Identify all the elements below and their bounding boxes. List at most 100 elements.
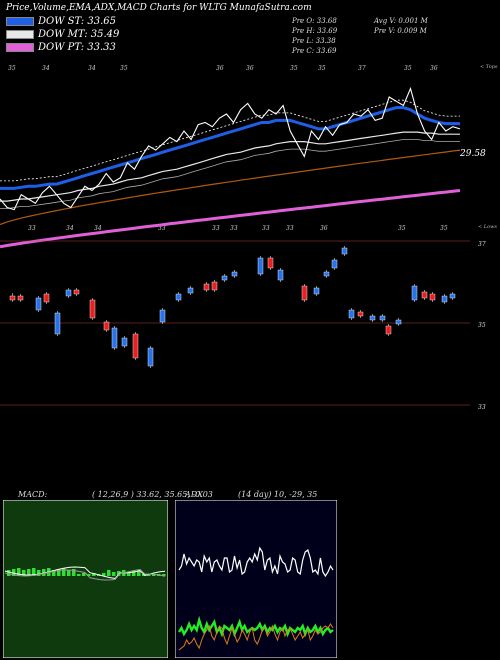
macd-hist-bar [152,574,156,576]
lows-label: < Lows [478,224,497,230]
macd-panel [3,500,168,658]
macd-hist-bar [32,568,36,576]
candle-body [429,293,436,301]
bottom-tick-label: 33 [230,225,238,232]
macd-hist-bar [72,569,76,576]
macd-label: MACD: [18,490,48,499]
candle-body [221,275,228,281]
macd-hist-bar [57,569,61,576]
top-tick-label: 34 [42,65,50,72]
adx-panel-bg [175,500,337,658]
minus-di-line [178,623,334,651]
ema-long-line [0,149,461,226]
candle-body [175,293,182,301]
macd-hist-bar [62,568,66,576]
adx-panel [175,500,337,658]
macd-hist-bar [102,573,106,576]
candle-body [341,247,348,255]
ema-short-dotted-line [0,99,460,182]
macd-hist-bar [12,569,16,576]
tops-label: < Tops [480,64,498,70]
legend-label-pt: DOW PT: 33.33 [38,42,116,53]
adx-params: (14 day) 10, -29, 35 [238,490,318,499]
legend-dow-st: DOW ST: 33.65 [6,16,116,27]
candle-body [323,271,330,277]
macd-hist-bar [17,568,21,576]
bottom-tick-labels: 33 34 34 33 33 33 33 33 36 35 35 [28,225,448,232]
candle-body [411,285,418,301]
legend-swatch-st [6,17,34,26]
candle-chart: 37 35 33 [0,240,486,411]
macd-hist-bar [127,572,131,576]
candle-body [395,319,402,325]
bottom-tick-label: 36 [320,225,328,232]
prev-close: Pre C: 33.69 [292,47,337,55]
top-tick-label: 35 [8,65,16,72]
candle-body [17,295,24,301]
macd-hist-bar [92,573,96,576]
bottom-tick-label: 33 [158,225,166,232]
adx-label: ADX [185,490,203,499]
bottom-tick-label: 33 [28,225,36,232]
prev-open: Pre O: 33.68 [292,17,337,25]
last-price-label: 29.58 [459,149,486,159]
bottom-tick-label: 33 [286,225,294,232]
macd-line [4,568,166,581]
macd-params: ( 12,26,9 ) 33.62, 35.65, -0.03 [92,490,213,499]
price-chart: 35 34 34 35 36 36 35 35 37 35 36 33 34 34 33 33 33 33 33 3… [0,64,498,249]
candle-body [421,291,428,299]
top-tick-label: 35 [404,65,412,72]
legend-label-mt: DOW MT: 35.49 [38,29,120,40]
candle-body [203,283,210,291]
top-tick-label: 37 [358,65,366,72]
ema-pt-line [0,189,461,249]
candle-body [65,289,72,297]
candle-body [187,287,194,294]
macd-hist-bar [142,574,146,576]
macd-hist-bar [162,574,166,576]
macd-hist-bar [137,570,141,576]
candle-body [132,333,139,359]
macd-hist-bar [77,574,81,576]
macd-signal-line [4,566,166,580]
legend-label-st: DOW ST: 33.65 [38,16,117,27]
candle-body [121,337,128,347]
candle-body [111,327,118,349]
candle-body [211,281,218,291]
candle-body [369,315,376,321]
candle-body [231,271,238,277]
bottom-tick-label: 34 [66,225,74,232]
prev-low: Pre L: 33.38 [292,37,336,45]
legend-dow-mt: DOW MT: 35.49 [6,29,119,40]
candles [9,246,456,368]
axis-label-33: 33 [478,404,486,411]
plus-di-line [177,615,334,638]
macd-hist-bar [147,574,151,576]
chart-title: Price,Volume,EMA,ADX,MACD Charts for WLT… [6,3,312,13]
macd-hist-bar [42,569,46,576]
top-tick-label: 35 [290,65,298,72]
legend-dow-pt: DOW PT: 33.33 [6,42,116,53]
bottom-tick-label: 33 [212,225,220,232]
macd-panel-bg [3,500,168,658]
candle-body [43,293,50,303]
top-tick-label: 35 [120,65,128,72]
macd-hist-bar [52,570,56,576]
candle-body [348,309,355,319]
candle-body [54,312,61,335]
candle-body [257,257,264,275]
candle-body [103,321,110,331]
candle-body [147,347,154,367]
price-series [0,86,461,249]
candle-body [89,299,96,319]
axis-label-35: 35 [478,322,486,329]
ema-mid-line [0,131,460,202]
top-tick-label: 36 [216,65,224,72]
top-tick-label: 36 [430,65,438,72]
axis-label-37: 37 [478,241,486,248]
bottom-tick-label: 34 [94,225,102,232]
candle-body [35,297,42,311]
candle-body [331,259,338,269]
top-tick-label: 35 [318,65,326,72]
bottom-tick-label: 35 [440,225,448,232]
